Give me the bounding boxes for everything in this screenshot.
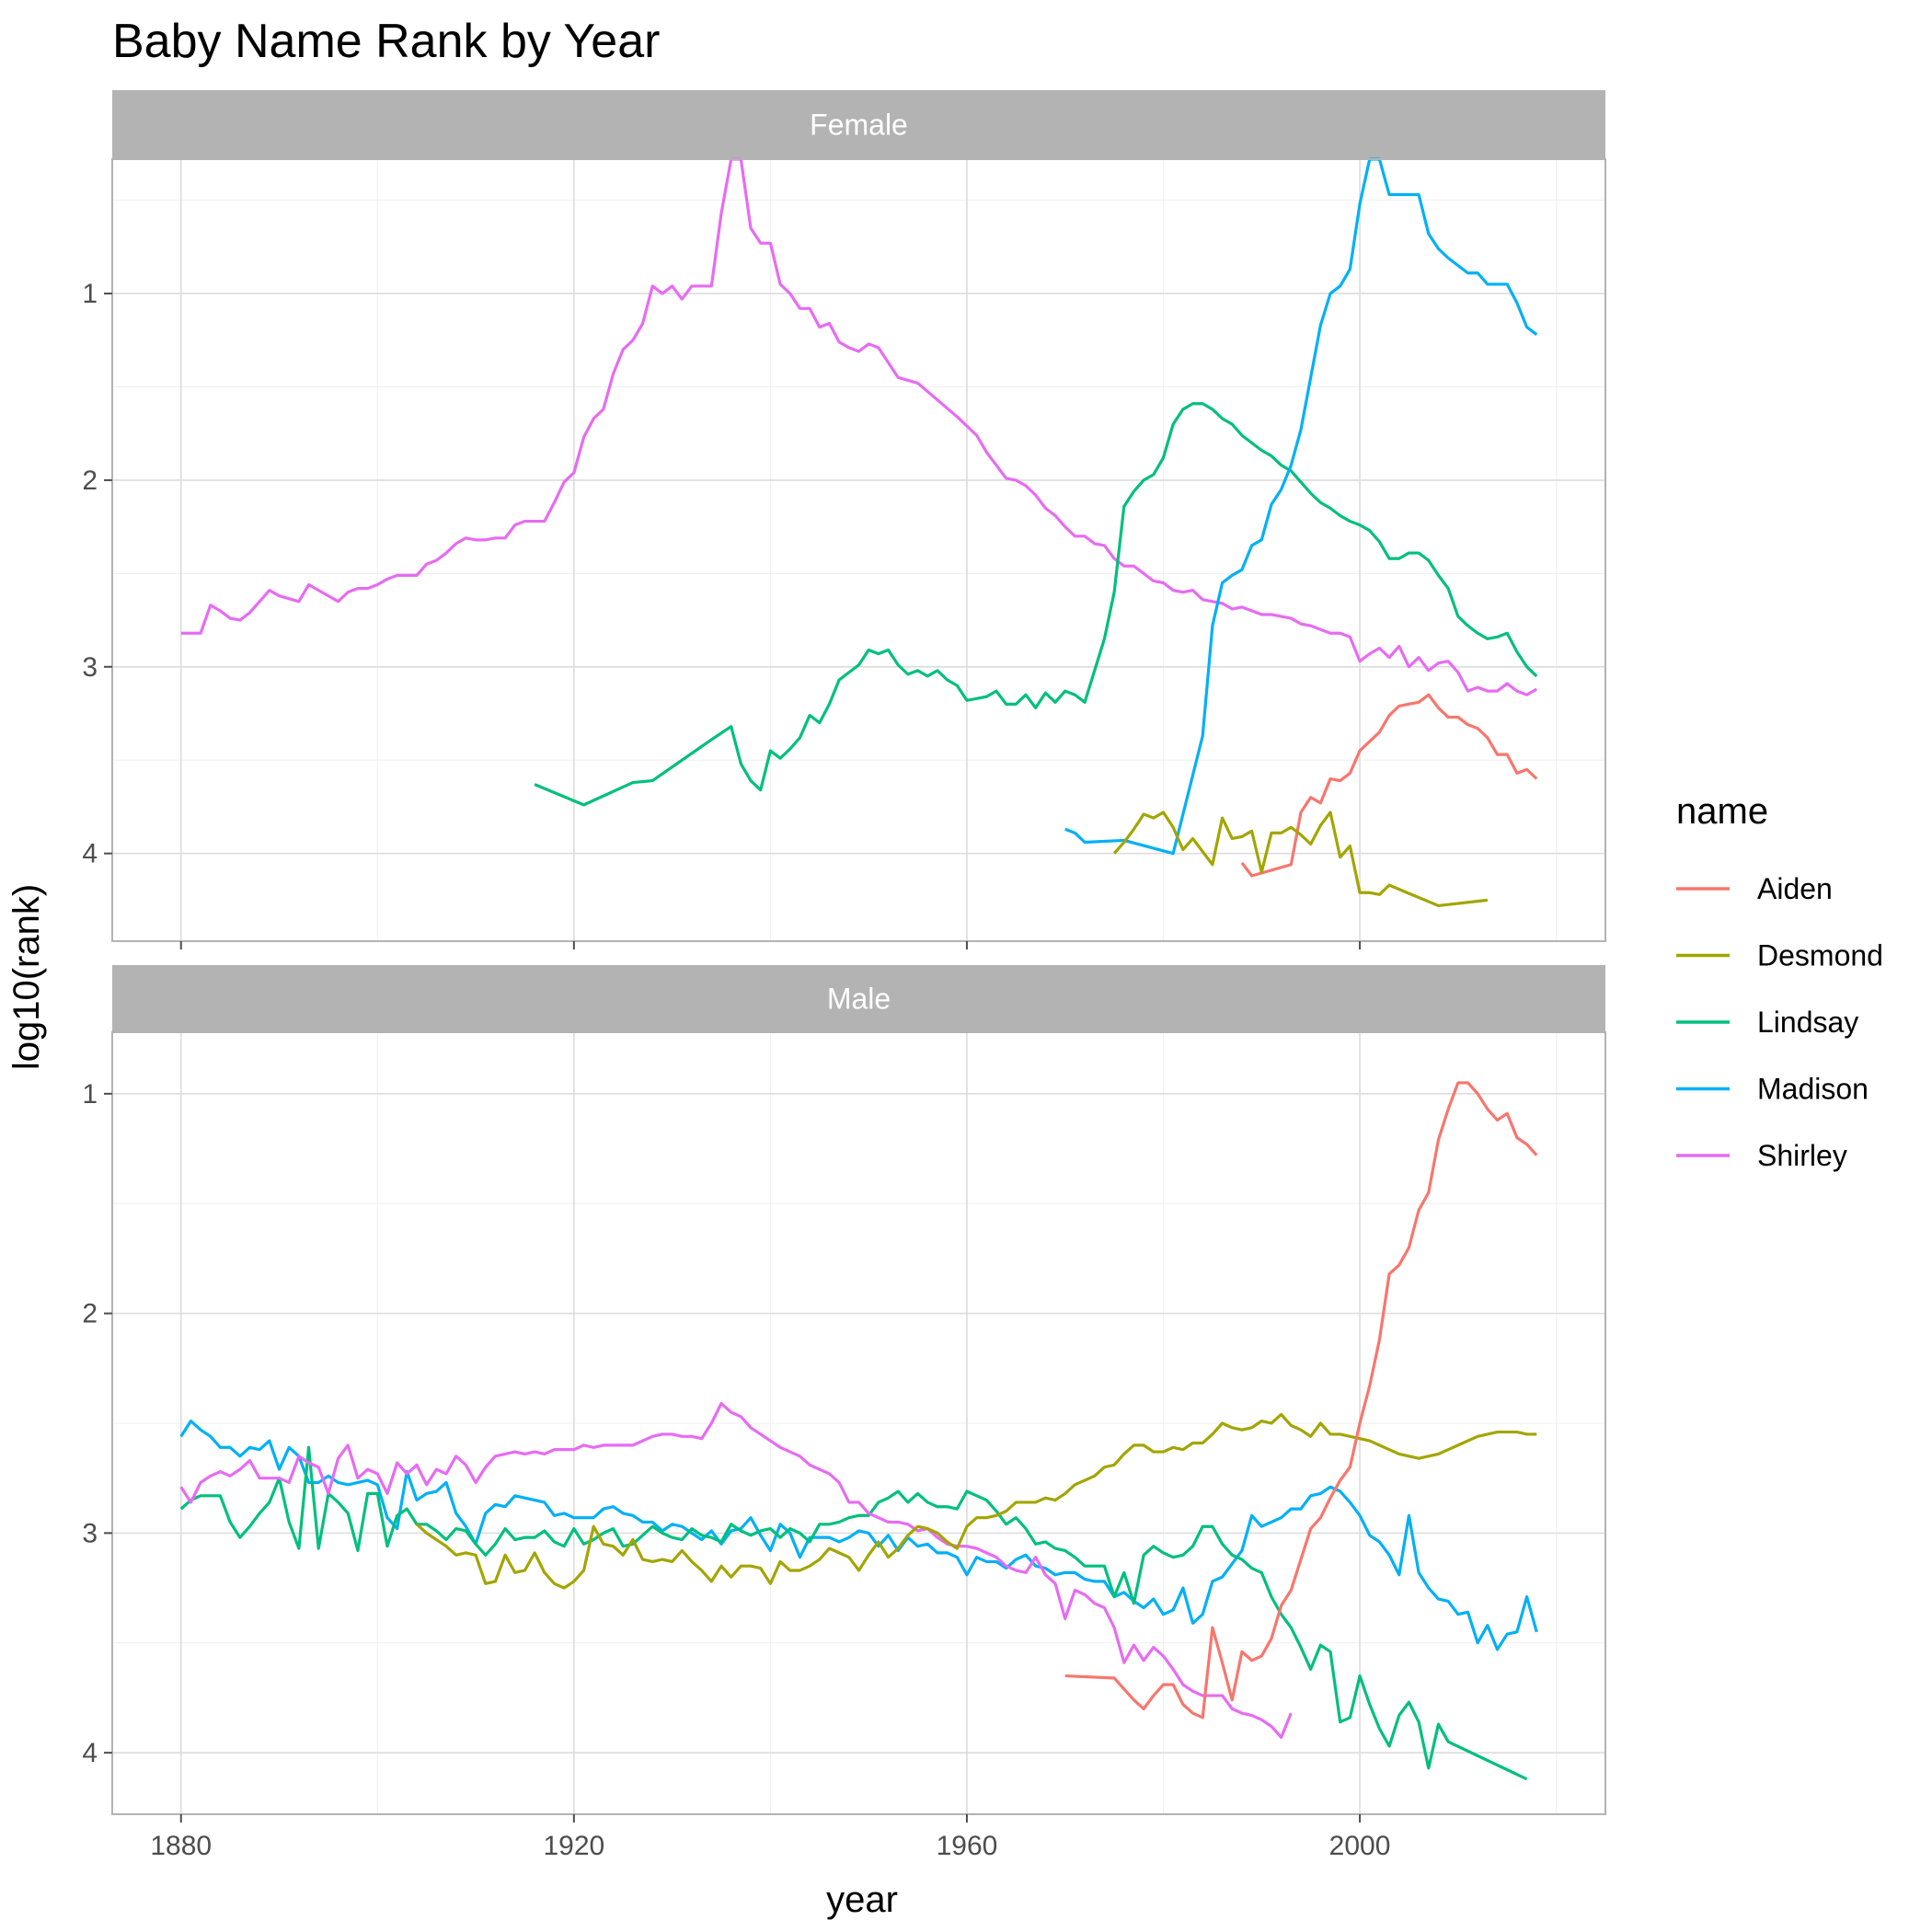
series-line-lindsay: [179, 1445, 1528, 1781]
legend-label: Lindsay: [1757, 1006, 1858, 1039]
series-line-desmond: [415, 1412, 1537, 1590]
y-tick-label: 4: [82, 839, 98, 869]
panel-border: [111, 158, 1606, 942]
legend-item-shirley: Shirley: [1676, 1139, 1847, 1172]
y-tick-label: 2: [82, 466, 98, 496]
y-axis-title: log10(rank): [6, 884, 47, 1070]
panels: Female 1 2 3 4 Male 1 2 3 4 1880 1920 1960 2000: [82, 90, 1606, 1861]
x-axis-title: year: [826, 1880, 898, 1920]
series-line-aiden: [1240, 693, 1538, 878]
y-tick-label: 1: [82, 279, 98, 309]
facet-strip: [112, 90, 1605, 159]
panel-female: Female 1 2 3 4: [82, 90, 1606, 949]
series-line-desmond: [1112, 811, 1489, 908]
chart-title: Baby Name Rank by Year: [112, 15, 660, 68]
legend-item-lindsay: Lindsay: [1676, 1006, 1858, 1039]
series-line-aiden: [1064, 1081, 1538, 1719]
facet-strip-label: Male: [827, 983, 891, 1016]
series-line-shirley: [179, 1401, 1293, 1740]
y-tick-label: 3: [82, 1518, 98, 1548]
series-line-lindsay: [534, 402, 1538, 807]
y-tick-label: 4: [82, 1738, 98, 1768]
x-tick-label: 2000: [1329, 1831, 1391, 1861]
series-line-shirley: [180, 157, 1538, 696]
y-tick-label: 3: [82, 652, 98, 683]
legend-item-aiden: Aiden: [1676, 872, 1833, 905]
legend-label: Shirley: [1757, 1139, 1847, 1172]
panel-border: [111, 1031, 1606, 1815]
y-tick-label: 2: [82, 1299, 98, 1329]
legend: name Aiden Desmond Lindsay Madison Shirley: [1676, 791, 1883, 1172]
legend-item-desmond: Desmond: [1676, 939, 1883, 972]
facet-strip: [112, 965, 1605, 1032]
legend-item-madison: Madison: [1676, 1073, 1869, 1106]
legend-title: name: [1676, 791, 1768, 832]
legend-label: Aiden: [1757, 872, 1833, 905]
x-tick-label: 1880: [150, 1831, 212, 1861]
y-tick-label: 1: [82, 1079, 98, 1110]
panel-male: Male 1 2 3 4 1880 1920 1960 2000: [82, 965, 1606, 1861]
legend-label: Madison: [1757, 1073, 1869, 1106]
series-line-madison: [1064, 157, 1538, 856]
x-tick-label: 1960: [937, 1831, 998, 1861]
legend-label: Desmond: [1757, 939, 1883, 972]
facet-strip-label: Female: [810, 109, 908, 142]
x-tick-label: 1920: [543, 1831, 604, 1861]
